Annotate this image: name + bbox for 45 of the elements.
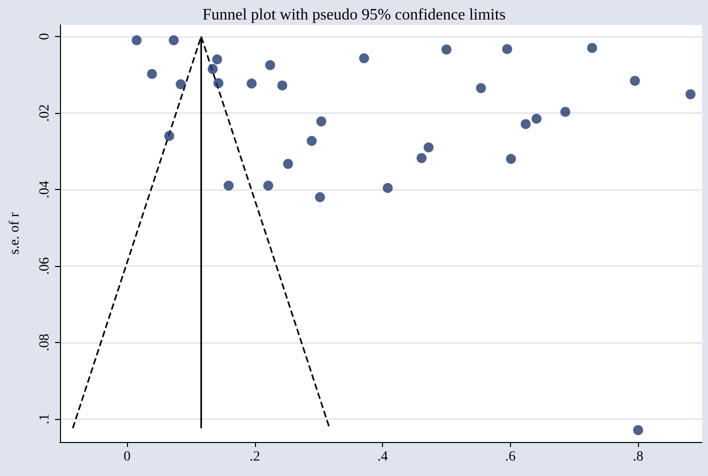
point (147, 68, 157, 79)
y-axis-title: s.e. of r (8, 212, 22, 254)
point (382, 182, 393, 193)
point (630, 76, 640, 86)
point (164, 130, 174, 141)
x-tick-label: .8 (632, 450, 644, 464)
point (283, 158, 294, 169)
x-tick-label: .4 (377, 450, 388, 464)
point (424, 142, 434, 152)
point (315, 192, 325, 202)
point (441, 44, 452, 54)
point (263, 180, 274, 191)
point (416, 153, 427, 164)
point (224, 180, 234, 191)
point (213, 78, 224, 88)
point (168, 35, 179, 46)
point (587, 42, 598, 53)
point (506, 154, 516, 164)
chart-title: Funnel plot with pseudo 95% confidence limits (202, 6, 506, 24)
point (560, 106, 570, 117)
point (532, 114, 542, 124)
point (212, 54, 222, 64)
point (686, 89, 696, 100)
y-tick-label: .04 (38, 180, 52, 198)
point (306, 136, 317, 146)
y-tick-label: 0 (38, 32, 52, 40)
point (359, 53, 370, 64)
x-tick-label: .2 (250, 450, 260, 464)
point (277, 80, 288, 90)
y-tick-label: .06 (38, 257, 52, 275)
y-tick-label: .08 (38, 334, 52, 352)
point (520, 119, 531, 130)
point (476, 83, 486, 94)
point (246, 78, 257, 89)
point (316, 116, 326, 126)
y-tick-label: .02 (38, 104, 52, 122)
point (176, 79, 186, 90)
x-tick-label: 0 (124, 450, 131, 464)
x-tick-label: .6 (505, 450, 516, 464)
point (132, 35, 142, 46)
y-tick-label: .1 (38, 414, 52, 424)
point (265, 60, 276, 70)
point (208, 64, 218, 74)
point (633, 425, 644, 436)
point (502, 44, 512, 54)
